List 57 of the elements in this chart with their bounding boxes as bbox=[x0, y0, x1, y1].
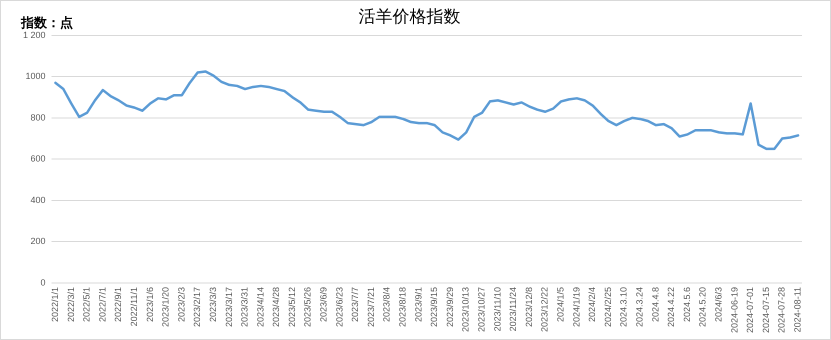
x-tick-label: 2024-07-28 bbox=[776, 286, 787, 334]
x-tick-label: 2024-07-15 bbox=[760, 286, 771, 334]
x-tick-label: 2024.4.8 bbox=[650, 286, 660, 322]
x-tick-label: 2023/10/13 bbox=[460, 286, 471, 332]
x-tick-label: 2024/1/19 bbox=[571, 286, 582, 328]
x-tick-label: 2022/9/1 bbox=[113, 286, 124, 322]
x-tick-label: 2024.3.24 bbox=[634, 286, 645, 328]
x-tick-label: 2024-07-01 bbox=[745, 286, 756, 334]
x-tick-label: 2023/3/31 bbox=[240, 286, 250, 328]
y-tick-label: 1 200 bbox=[22, 30, 46, 40]
x-tick-label: 2023/7/21 bbox=[366, 286, 376, 328]
x-tick-label: 2023/11/24 bbox=[508, 286, 518, 332]
y-tick-label: 800 bbox=[30, 112, 46, 122]
x-tick-label: 2023/12/22 bbox=[540, 286, 550, 332]
y-tick-label: 400 bbox=[30, 194, 46, 205]
x-tick-label: 2023/12/8 bbox=[524, 286, 534, 328]
x-tick-label: 2024/1/5 bbox=[556, 286, 566, 322]
x-tick-label: 2023/2/17 bbox=[192, 286, 202, 328]
x-tick-label: 2023/6/9 bbox=[318, 286, 329, 322]
x-tick-label: 2024-06-19 bbox=[729, 286, 740, 334]
y-tick-label: 0 bbox=[40, 277, 46, 288]
x-tick-label: 2023/8/4 bbox=[382, 286, 392, 322]
x-tick-label: 2024.5.6 bbox=[682, 286, 692, 322]
x-tick-label: 2022/1/1 bbox=[50, 286, 60, 322]
x-tick-label: 2023/8/18 bbox=[398, 286, 408, 328]
x-tick-label: 2023/7/7 bbox=[350, 286, 360, 322]
x-tick-label: 2024.4.22 bbox=[666, 286, 676, 328]
x-tick-label: 2023/5/26 bbox=[302, 286, 313, 328]
x-tick-label: 2022/7/1 bbox=[97, 286, 108, 322]
x-tick-label: 2024.3.10 bbox=[618, 286, 629, 328]
x-tick-label: 2023/10/27 bbox=[476, 286, 487, 332]
y-tick-label: 600 bbox=[30, 154, 46, 164]
x-tick-label: 2023/3/3 bbox=[208, 286, 218, 322]
x-tick-label: 2022/5/1 bbox=[82, 286, 92, 322]
x-tick-label: 2024.5.20 bbox=[698, 286, 708, 328]
x-tick-label: 2024/2/25 bbox=[602, 286, 613, 328]
y-axis-title: 指数：点 bbox=[20, 15, 73, 30]
x-tick-label: 2024-08-11 bbox=[792, 286, 803, 332]
x-tick-label: 2023/3/17 bbox=[224, 286, 234, 328]
x-tick-label: 2023/9/15 bbox=[429, 286, 440, 328]
x-tick-label: 2024/2/4 bbox=[587, 286, 598, 322]
x-tick-label: 2023/4/14 bbox=[255, 286, 266, 328]
x-tick-label: 2023/9/29 bbox=[444, 286, 455, 328]
x-tick-label: 2022/11/1 bbox=[128, 286, 139, 326]
chart-title: 活羊价格指数 bbox=[358, 6, 460, 26]
y-tick-label: 200 bbox=[30, 236, 46, 246]
x-tick-label: 2023/1/20 bbox=[160, 286, 171, 328]
x-tick-label: 2024/6/3 bbox=[714, 286, 724, 322]
x-tick-label: 2023/1/6 bbox=[144, 286, 155, 322]
x-tick-label: 2023/2/3 bbox=[176, 286, 186, 322]
x-tick-label: 2023/5/12 bbox=[286, 286, 297, 328]
x-tick-label: 2023/4/28 bbox=[271, 286, 282, 328]
x-tick-label: 2023/11/10 bbox=[492, 286, 502, 332]
x-tick-label: 2023/6/23 bbox=[334, 286, 344, 328]
x-tick-label: 2023/9/1 bbox=[413, 286, 424, 322]
y-tick-label: 1000 bbox=[25, 71, 46, 82]
x-tick-label: 2022/3/1 bbox=[66, 286, 76, 322]
